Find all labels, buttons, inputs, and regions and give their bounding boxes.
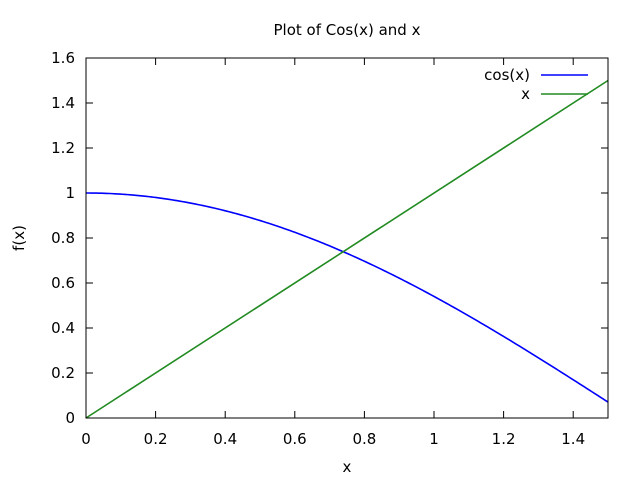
legend-label: x <box>521 85 530 103</box>
x-tick-label: 0.2 <box>144 430 168 448</box>
legend: cos(x)x <box>484 66 588 103</box>
y-tick-label: 0 <box>65 409 75 427</box>
chart-title: Plot of Cos(x) and x <box>274 21 421 39</box>
x-tick-label: 1.2 <box>492 430 516 448</box>
x-tick-label: 1.4 <box>561 430 585 448</box>
x-tick-label: 1 <box>429 430 439 448</box>
y-tick-label: 0.4 <box>51 319 75 337</box>
y-tick-label: 0.8 <box>51 229 75 247</box>
y-tick-label: 0.2 <box>51 364 75 382</box>
y-tick-label: 1.2 <box>51 139 75 157</box>
y-tick-label: 1 <box>65 184 75 202</box>
x-tick-label: 0.8 <box>352 430 376 448</box>
x-tick-label: 0.4 <box>213 430 237 448</box>
x-tick-label: 0 <box>81 430 91 448</box>
y-tick-label: 0.6 <box>51 274 75 292</box>
y-axis-label: f(x) <box>10 225 28 251</box>
y-tick-label: 1.6 <box>51 49 75 67</box>
y-tick-label: 1.4 <box>51 94 75 112</box>
series-line-x <box>85 79 609 419</box>
series-line-cosx <box>85 192 609 403</box>
plot-frame <box>85 57 609 419</box>
x-tick-label: 0.6 <box>283 430 307 448</box>
legend-label: cos(x) <box>484 66 530 84</box>
series-layer <box>85 79 609 419</box>
x-axis-label: x <box>343 458 352 476</box>
axis-ticks: 0 0.2 0.4 0.6 0.8 1 1.2 1.4 0 0.2 0.4 0.6 0.8 1 1.2 1.4… <box>51 49 608 448</box>
